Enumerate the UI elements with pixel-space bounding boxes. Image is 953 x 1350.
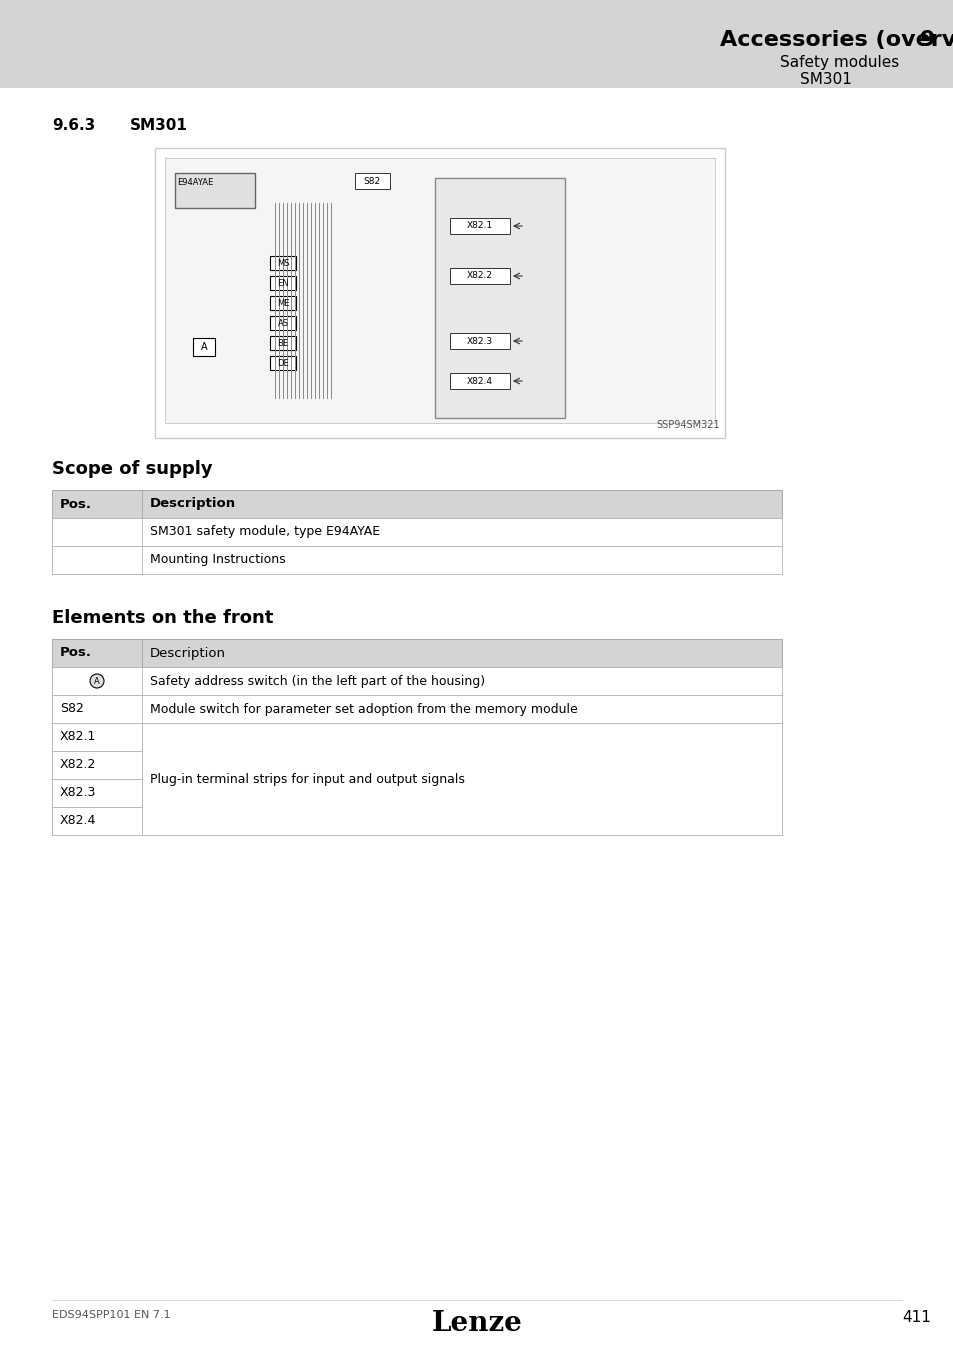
Text: Module switch for parameter set adoption from the memory module: Module switch for parameter set adoption… [150,702,578,716]
Bar [270,275,295,290]
Bar [355,173,390,189]
Text: Pos.: Pos. [60,498,91,510]
Text: X82.1: X82.1 [466,221,493,231]
Bar [450,217,510,234]
Bar [52,518,781,545]
Bar [0,0,953,88]
Text: S82: S82 [363,177,380,185]
Bar [154,148,724,437]
Bar [52,639,781,667]
Text: SM301 safety module, type E94AYAE: SM301 safety module, type E94AYAE [150,525,379,539]
Bar [52,724,142,751]
Bar [193,338,214,356]
Bar [52,751,781,779]
Text: X82.2: X82.2 [60,759,96,771]
Text: AS: AS [277,319,288,328]
Bar [52,807,781,836]
Bar [52,807,142,836]
Text: ME: ME [276,298,289,308]
Text: EN: EN [277,278,289,288]
Text: SM301: SM301 [800,72,851,86]
Text: E94AYAE: E94AYAE [177,178,213,188]
Text: Description: Description [150,647,226,660]
Text: Description: Description [150,498,236,510]
Bar [52,779,142,807]
Bar [52,518,142,545]
Text: S82: S82 [60,702,84,716]
Bar [270,356,295,370]
Text: Scope of supply: Scope of supply [52,460,213,478]
Bar [142,724,781,836]
Text: X82.3: X82.3 [466,336,493,346]
Bar [52,545,142,574]
Bar [52,695,781,724]
Text: X82.1: X82.1 [60,730,96,744]
Bar [52,695,142,724]
Bar [270,336,295,350]
Bar [52,667,142,695]
Bar [52,545,781,574]
Text: SM301: SM301 [130,117,188,134]
Text: X82.2: X82.2 [467,271,493,281]
Bar [52,639,142,667]
Bar [450,373,510,389]
Bar [450,333,510,350]
Text: Safety modules: Safety modules [780,55,899,70]
Bar [52,667,781,695]
Text: Lenze: Lenze [431,1310,522,1336]
Bar [52,490,142,518]
Circle shape [90,674,104,688]
Text: A: A [200,342,207,352]
Bar [270,296,295,310]
Text: Plug-in terminal strips for input and output signals: Plug-in terminal strips for input and ou… [150,772,464,786]
Bar [270,256,295,270]
Bar [270,316,295,329]
Text: A: A [94,676,100,686]
Bar [165,158,714,423]
Text: 9: 9 [919,30,934,50]
Text: Elements on the front: Elements on the front [52,609,274,626]
Text: X82.3: X82.3 [60,787,96,799]
Text: X82.4: X82.4 [60,814,96,828]
Text: X82.4: X82.4 [467,377,493,386]
Bar [174,173,254,208]
Text: Accessories (overview): Accessories (overview) [720,30,953,50]
Bar [435,178,564,418]
Bar [52,724,781,751]
Text: 411: 411 [901,1310,930,1324]
Text: SSP94SM321: SSP94SM321 [656,420,720,431]
Bar [52,490,781,518]
Text: 9.6.3: 9.6.3 [52,117,95,134]
Bar [52,779,781,807]
Text: BE: BE [277,339,288,347]
Text: Mounting Instructions: Mounting Instructions [150,554,285,567]
Text: EDS94SPP101 EN 7.1: EDS94SPP101 EN 7.1 [52,1310,171,1320]
Text: Pos.: Pos. [60,647,91,660]
Bar [52,751,142,779]
Text: DE: DE [276,359,289,367]
Text: Safety address switch (in the left part of the housing): Safety address switch (in the left part … [150,675,485,687]
Text: MS: MS [276,258,289,267]
Bar [450,269,510,284]
